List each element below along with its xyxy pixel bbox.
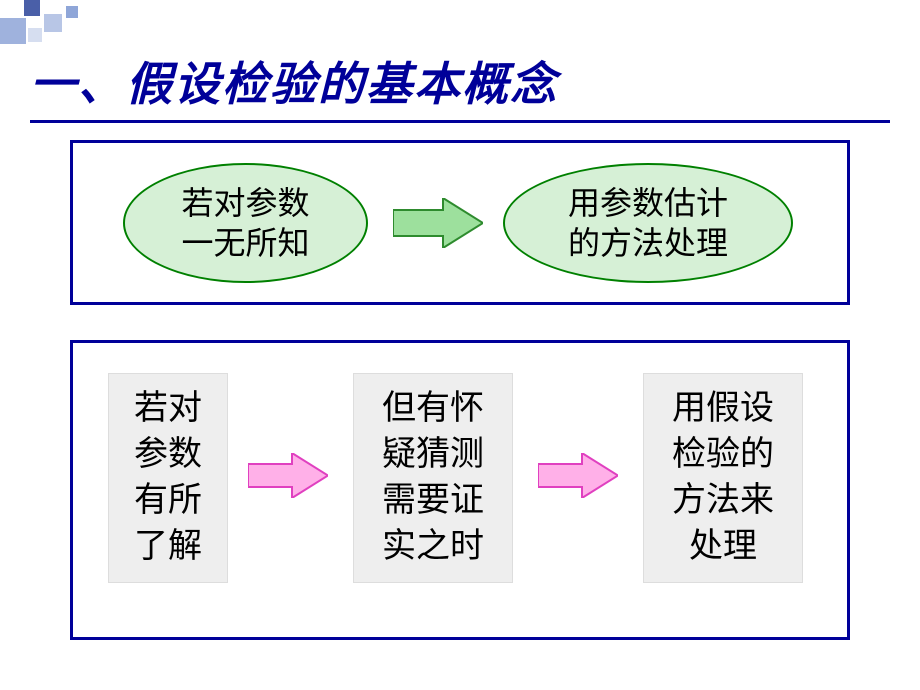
slide-title-region: 一、假设检验的基本概念 (30, 48, 890, 123)
ellipse-text: 若对参数一无所知 (181, 183, 309, 263)
arrow-icon (393, 198, 483, 248)
rect-text: 若对参数有所了解 (134, 386, 202, 570)
panel-top: 若对参数一无所知 用参数估计的方法处理 (70, 140, 850, 305)
title-underline (30, 120, 890, 123)
rect-known-params: 若对参数有所了解 (108, 373, 228, 583)
rect-hypothesis-test: 用假设检验的方法来处理 (643, 373, 803, 583)
arrow-icon (538, 453, 618, 498)
arrow-icon (248, 453, 328, 498)
corner-decoration (0, 0, 120, 50)
rect-need-verify: 但有怀疑猜测需要证实之时 (353, 373, 513, 583)
slide-title: 一、假设检验的基本概念 (30, 48, 890, 114)
panel-bottom: 若对参数有所了解 但有怀疑猜测需要证实之时 用假设检验的方法来处理 (70, 340, 850, 640)
ellipse-text: 用参数估计的方法处理 (568, 183, 728, 263)
ellipse-unknown-params: 若对参数一无所知 (123, 163, 368, 283)
rect-text: 但有怀疑猜测需要证实之时 (382, 386, 484, 570)
ellipse-param-estimation: 用参数估计的方法处理 (503, 163, 793, 283)
rect-text: 用假设检验的方法来处理 (672, 386, 774, 570)
